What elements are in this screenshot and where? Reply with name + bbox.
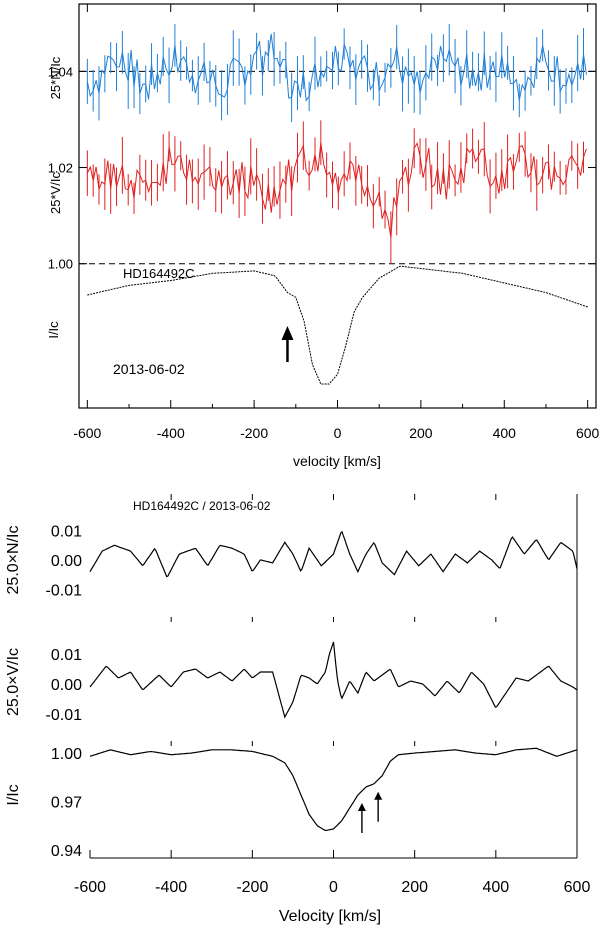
bottom-chart-title: HD164492C / 2013-06-02 xyxy=(133,499,271,513)
bottom-axis-ticks: -600 -400 -200 0 200 400 600 0.01 0.00 -0.01 0.01 0… xyxy=(46,494,591,896)
top-x-tick-label: -400 xyxy=(157,425,185,441)
bottom-y-tick-label: 1.00 xyxy=(51,746,82,763)
top-axis-ticks: -600 -400 -200 0 200 400 600 1.00 1.02 1.04 xyxy=(48,4,600,441)
top-arrow-head xyxy=(281,326,294,340)
bottom-x-tick-label: 200 xyxy=(401,879,428,896)
top-y-label-i: I/Iᴄ xyxy=(46,321,61,339)
bottom-subpanel-1-line xyxy=(89,641,578,719)
top-series-group xyxy=(79,24,596,385)
top-n-series-line xyxy=(86,33,587,102)
bottom-y-tick-label: -0.01 xyxy=(46,707,83,724)
top-y-tick-label: 1.04 xyxy=(48,64,73,79)
bottom-y-tick-label: 0.01 xyxy=(51,524,82,541)
top-y-label-n: 25*N/Iᴄ xyxy=(48,56,63,99)
bottom-y-tick-label: 0.00 xyxy=(51,677,82,694)
top-x-tick-label: 0 xyxy=(334,425,342,441)
bottom-x-tick-label: 600 xyxy=(564,879,591,896)
top-y-tick-label: 1.02 xyxy=(48,161,73,176)
top-x-tick-label: -200 xyxy=(240,425,268,441)
bottom-arrow-head xyxy=(357,803,366,812)
bottom-y-tick-label: -0.01 xyxy=(46,582,83,599)
top-panel: -600 -400 -200 0 200 400 600 1.00 1.02 1.04 veloc… xyxy=(46,3,600,469)
bottom-x-tick-label: 0 xyxy=(329,879,338,896)
top-x-tick-label: 400 xyxy=(493,425,517,441)
bottom-x-tick-label: 400 xyxy=(482,879,509,896)
bottom-y-tick-label: 0.94 xyxy=(51,843,82,860)
bottom-y-label-v: 25.0×V/Iᴄ xyxy=(5,648,22,716)
bottom-panel: -600 -400 -200 0 200 400 600 0.01 0.00 -0.01 0.01 0… xyxy=(5,494,590,925)
bottom-subpanel-2-line xyxy=(89,747,578,832)
bottom-x-tick-label: -600 xyxy=(74,879,106,896)
bottom-subpanel-0-line xyxy=(89,530,578,578)
top-x-axis-label: velocity [km/s] xyxy=(293,453,381,469)
bottom-y-label-i: I/Iᴄ xyxy=(5,784,22,805)
top-star-annotation: HD164492C xyxy=(123,266,195,281)
bottom-y-tick-label: 0.97 xyxy=(51,795,82,812)
top-v-series-line xyxy=(86,141,587,238)
top-x-tick-label: -600 xyxy=(73,425,101,441)
bottom-arrow-head xyxy=(374,791,383,800)
top-x-tick-label: 600 xyxy=(576,425,600,441)
bottom-x-axis-label: Velocity [km/s] xyxy=(279,908,381,925)
top-date-annotation: 2013-06-02 xyxy=(113,361,185,377)
top-x-tick-label: 200 xyxy=(409,425,433,441)
bottom-y-tick-label: 0.01 xyxy=(51,647,82,664)
top-i-series-line xyxy=(87,265,588,385)
top-y-label-v: 25*V/Iᴄ xyxy=(48,172,63,214)
bottom-series-group xyxy=(89,530,578,834)
bottom-y-label-n: 25.0×N/Iᴄ xyxy=(5,526,22,595)
bottom-y-tick-label: 0.00 xyxy=(51,553,82,570)
bottom-x-tick-label: -200 xyxy=(236,879,268,896)
top-y-tick-label: 1.00 xyxy=(48,257,73,272)
bottom-x-tick-label: -400 xyxy=(155,879,187,896)
